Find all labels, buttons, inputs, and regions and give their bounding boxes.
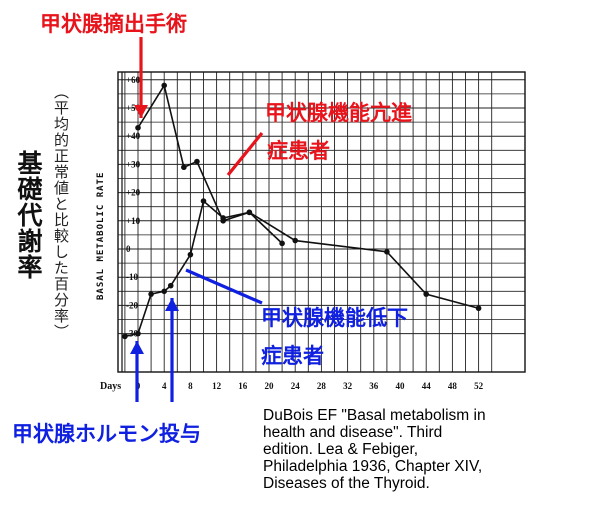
y-tick-label: +10: [126, 216, 141, 226]
y-tick-label: +30: [126, 159, 141, 169]
y-tick-label: 0: [126, 244, 131, 254]
y-axis-title: BASAL METABOLIC RATE: [96, 172, 106, 300]
data-point: [161, 288, 167, 295]
y-axis-label-sub: （平均的正常値と比較した百分率）: [52, 84, 70, 340]
citation-line: Philadelphia 1936, Chapter XIV,: [263, 458, 483, 475]
arrow-thyroidectomy-head: [134, 105, 148, 118]
annotation-arrows: [130, 37, 264, 402]
chart-grid: [118, 72, 525, 372]
data-point: [135, 330, 141, 337]
data-point: [423, 291, 430, 297]
annotation-hyperthyroid-line1: 甲状腺機能亢進: [265, 101, 412, 125]
citation-line: DuBois EF "Basal metabolism in: [263, 407, 486, 424]
arrow-hormone-2-head: [165, 298, 179, 311]
chart-frame: [117, 71, 526, 373]
citation-line: health and disease". Third: [263, 424, 443, 441]
pointer-hyperthyroid: [226, 131, 264, 177]
arrow-hormone-2: [165, 298, 179, 402]
data-point: [122, 333, 128, 340]
x-tick-label: 20: [265, 381, 275, 391]
data-point: [246, 209, 253, 216]
data-point: [161, 82, 167, 89]
data-point: [148, 291, 154, 297]
x-tick-label: 4: [162, 381, 167, 391]
y-tick-label: +20: [126, 188, 141, 198]
x-tick-label: 36: [369, 381, 379, 391]
x-tick-label: 12: [212, 381, 222, 391]
chart-series: [122, 82, 482, 340]
pointer-hypothyroid: [185, 268, 263, 305]
data-point: [181, 164, 187, 171]
annotation-hyperthyroid-line2: 症患者: [267, 139, 330, 163]
data-point: [194, 158, 200, 165]
x-tick-label: 44: [422, 381, 432, 391]
y-tick-label: -10: [126, 272, 138, 282]
citation: DuBois EF "Basal metabolism in health an…: [263, 407, 603, 492]
x-tick-label: 40: [396, 381, 406, 391]
arrow-hormone-1-head: [130, 341, 144, 354]
x-tick-label: 48: [448, 381, 458, 391]
x-tick-label: 8: [188, 381, 193, 391]
y-tick-label: -30: [126, 329, 138, 339]
annotation-hormone: 甲状腺ホルモン投与: [12, 422, 201, 446]
x-tick-label: 28: [317, 381, 327, 391]
citation-line: Diseases of the Thyroid.: [263, 475, 430, 492]
annotation-hypothyroid-line1: 甲状腺機能低下: [261, 306, 408, 330]
x-tick-label: 16: [238, 381, 248, 391]
y-tick-label: +40: [126, 131, 141, 141]
x-tick-label: 52: [474, 381, 484, 391]
x-axis-title: Days: [100, 381, 121, 392]
y-tick-label: +60: [126, 75, 141, 85]
citation-line: edition. Lea & Febiger,: [263, 441, 419, 458]
arrow-hormone-1: [130, 341, 144, 402]
y-tick-label: +50: [126, 103, 141, 113]
data-point: [200, 198, 207, 204]
data-point: [220, 215, 226, 221]
x-tick-label: 24: [291, 381, 301, 391]
annotation-hypothyroid-line2: 症患者: [261, 344, 324, 368]
arrow-thyroidectomy: [134, 37, 148, 118]
data-point: [292, 237, 299, 244]
plot-frame: [117, 71, 526, 373]
data-point: [135, 124, 141, 131]
data-point: [167, 282, 174, 289]
x-tick-label: 32: [343, 381, 353, 391]
data-point: [384, 249, 390, 255]
y-tick-label: -20: [126, 300, 138, 310]
data-point: [187, 251, 194, 258]
data-point: [475, 305, 482, 312]
data-point: [279, 240, 285, 247]
annotation-thyroidectomy: 甲状腺摘出手術: [40, 12, 187, 36]
chart-ticks: +60+50+40+30+20+100-10-20-30048121620242…: [126, 75, 484, 391]
y-axis-label-main: 基礎代謝率: [14, 150, 43, 280]
